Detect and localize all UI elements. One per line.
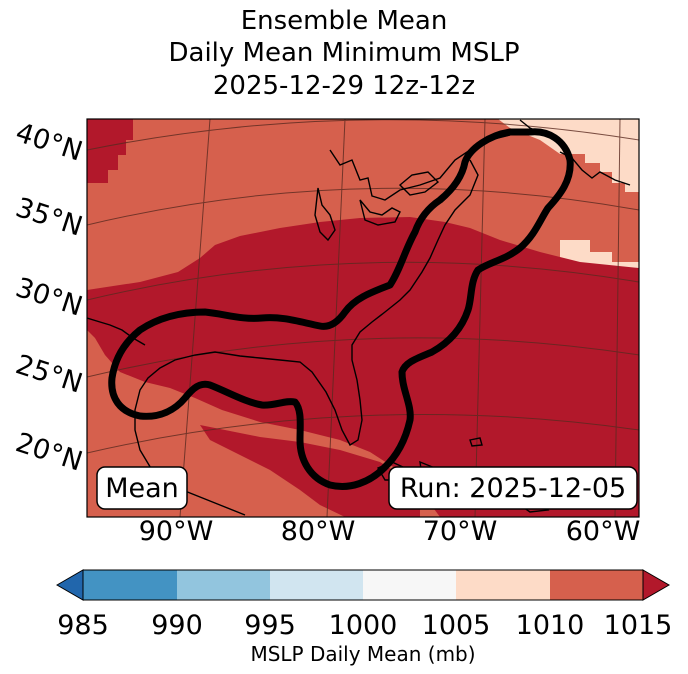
title-line-1: Ensemble Mean — [240, 6, 448, 36]
map-frame — [86, 118, 640, 518]
run-box: Run: 2025-12-05 — [388, 466, 638, 510]
colorbar-tick-1010: 1010 — [516, 610, 585, 641]
colorbar-extend-low — [55, 569, 84, 601]
colorbar-bin-990-995 — [177, 570, 270, 600]
lon-label-70w: 70°W — [423, 516, 498, 547]
colorbar-tick-995: 995 — [244, 610, 296, 641]
lat-label-35: 35°N — [12, 192, 86, 243]
map-panel — [87, 119, 639, 517]
colorbar-tick-1005: 1005 — [422, 610, 491, 641]
mean-label: Mean — [105, 473, 179, 504]
colorbar-tick-990: 990 — [151, 610, 203, 641]
colorbar-bin-1010-1015 — [550, 570, 643, 600]
title-line-2: Daily Mean Minimum MSLP — [168, 38, 520, 68]
colorbar-tick-1000: 1000 — [329, 610, 398, 641]
lon-label-80w: 80°W — [281, 516, 356, 547]
lat-label-40: 40°N — [12, 117, 86, 168]
nw-dark-region — [87, 119, 133, 183]
mslp-contour — [108, 128, 574, 490]
dark-core-region — [87, 217, 639, 517]
lat-label-20: 20°N — [12, 427, 86, 478]
ne-light-region — [498, 119, 639, 192]
colorbar-bin-985-990 — [83, 570, 177, 600]
east-light-strip — [560, 240, 639, 268]
lat-label-30: 30°N — [12, 272, 86, 323]
colorbar-tick-985: 985 — [57, 610, 109, 641]
colorbar-label: MSLP Daily Mean (mb) — [250, 642, 475, 666]
colorbar-tick-1015: 1015 — [604, 610, 673, 641]
run-label: Run: 2025-12-05 — [400, 473, 626, 504]
title-line-3: 2025-12-29 12z-12z — [212, 71, 476, 101]
colorbar: 985 990 995 1000 1005 1010 1015 MSLP Dai… — [55, 569, 673, 666]
lon-label-90w: 90°W — [139, 516, 214, 547]
lon-label-60w: 60°W — [566, 516, 641, 547]
colorbar-bin-1000-1005 — [363, 570, 456, 600]
colorbar-bin-1005-1010 — [456, 570, 550, 600]
colorbar-extend-high — [642, 569, 671, 601]
lat-label-25: 25°N — [12, 349, 86, 400]
colorbar-frame — [82, 569, 644, 601]
mean-box: Mean — [96, 466, 188, 510]
colorbar-bin-995-1000 — [270, 570, 363, 600]
